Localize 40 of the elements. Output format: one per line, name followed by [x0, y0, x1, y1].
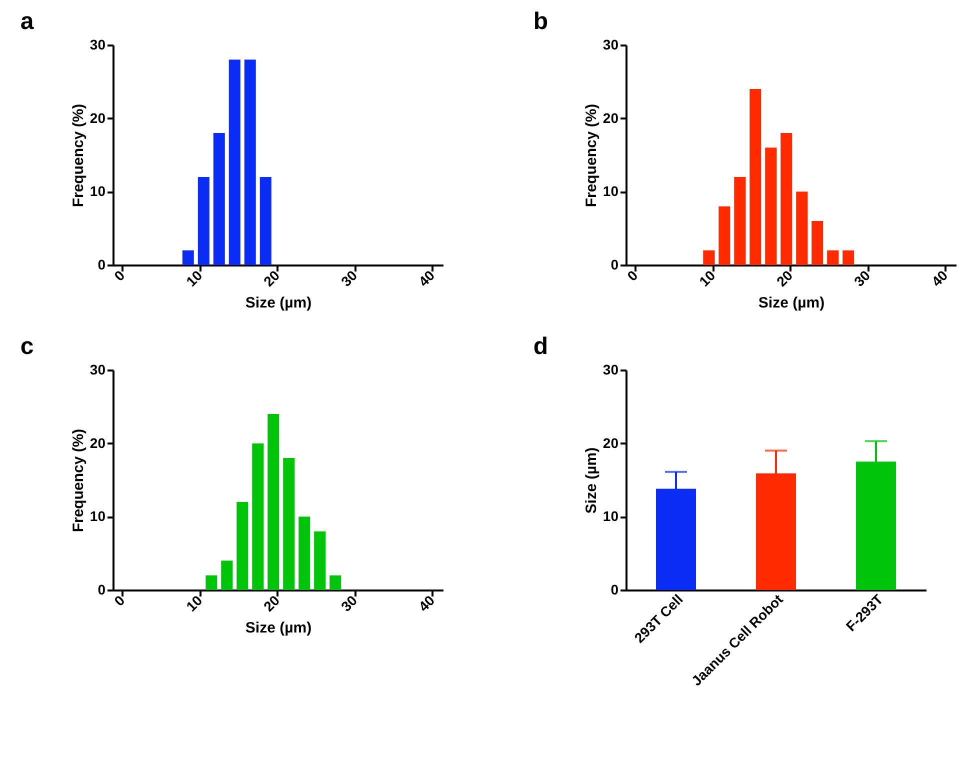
x-tick-label: 10 — [696, 266, 718, 290]
x-tick-label: 10 — [182, 266, 206, 290]
y-tick-label: 0 — [610, 256, 619, 272]
x-tick-label: 0 — [624, 266, 641, 284]
chart-title: c — [20, 333, 34, 360]
y-tick-label: 0 — [98, 256, 106, 272]
y-tick-label: 30 — [90, 36, 106, 52]
x-tick-label: 30 — [338, 266, 360, 290]
y-tick-label: 30 — [602, 362, 619, 378]
x-tick-label: 10 — [182, 592, 206, 614]
x-tick-label: 20 — [260, 592, 283, 614]
x-axis-title: Size (µm) — [245, 619, 312, 636]
x-tick-label: 30 — [338, 592, 360, 614]
y-axis-title: Frequency (%) — [70, 428, 87, 532]
x-tick-label: 20 — [773, 266, 796, 290]
y-tick-label: 10 — [602, 183, 619, 200]
y-tick-label: 20 — [90, 434, 106, 451]
x-tick-label: 40 — [415, 592, 438, 614]
y-axis-title: Size (µm) — [582, 447, 600, 514]
y-tick-label: 30 — [90, 362, 106, 378]
x-tick-label: 20 — [260, 266, 283, 290]
chart-title: a — [20, 8, 34, 35]
x-tick-label: 40 — [928, 266, 951, 290]
x-tick-label: 30 — [850, 266, 874, 290]
y-tick-label: 10 — [90, 508, 106, 524]
y-tick-label: 20 — [90, 110, 106, 126]
chart-title: b — [533, 8, 548, 35]
y-tick-label: 30 — [602, 36, 619, 52]
y-tick-label: 10 — [602, 508, 619, 524]
x-axis-title: Size (µm) — [245, 294, 312, 312]
x-tick-label: 40 — [415, 266, 438, 290]
x-tick-label: 0 — [110, 266, 128, 284]
chart-title: d — [533, 333, 548, 360]
x-axis-title: Size (µm) — [758, 294, 825, 312]
y-axis-title: Frequency (%) — [582, 104, 600, 208]
y-tick-label: 20 — [602, 110, 619, 126]
y-axis-title: Frequency (%) — [70, 104, 87, 208]
y-tick-label: 20 — [602, 434, 619, 451]
y-tick-label: 10 — [90, 183, 106, 200]
x-tick-label: 0 — [110, 592, 128, 609]
